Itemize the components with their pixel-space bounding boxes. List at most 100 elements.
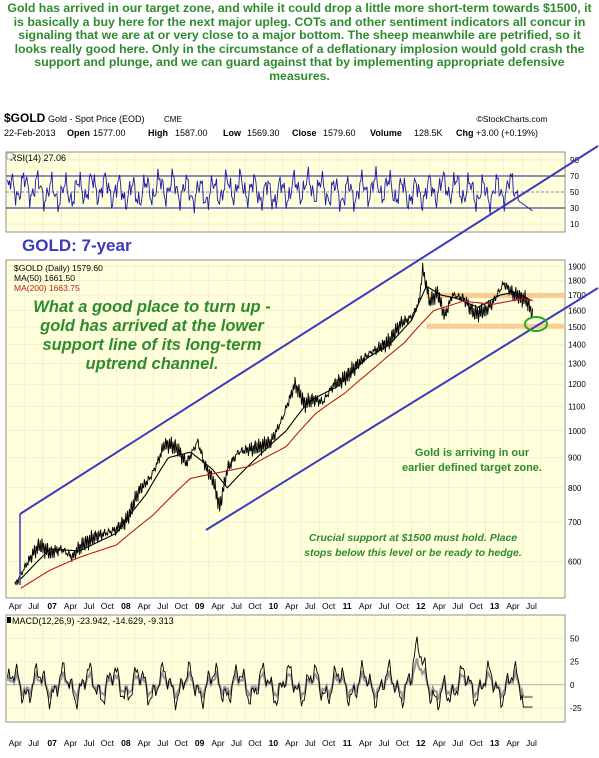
price-tick-label: 600 bbox=[568, 557, 582, 566]
price-tick-label: 1500 bbox=[568, 323, 586, 332]
rsi-line bbox=[7, 166, 533, 215]
x-tick-label: Apr bbox=[138, 601, 151, 611]
x-tick-label: Apr bbox=[211, 738, 224, 748]
x-tick-label: Jul bbox=[28, 738, 39, 748]
macd-line bbox=[7, 636, 533, 711]
quote-field: Low bbox=[223, 128, 242, 138]
x-tick-label: Oct bbox=[248, 738, 262, 748]
ma200-line bbox=[20, 298, 533, 589]
instrument-name: Gold - Spot Price (EOD) bbox=[48, 114, 145, 124]
x-tick-label: Jul bbox=[157, 601, 168, 611]
x-tick-label: Apr bbox=[9, 601, 22, 611]
x-tick-label: Jul bbox=[379, 601, 390, 611]
quote-field: Open bbox=[67, 128, 90, 138]
x-tick-label: Apr bbox=[285, 601, 298, 611]
x-tick-label: 07 bbox=[47, 601, 57, 611]
annotation-main: support line of its long-term bbox=[42, 336, 261, 354]
x-tick-label: Oct bbox=[322, 738, 336, 748]
source-credit: ©StockCharts.com bbox=[477, 114, 548, 124]
x-tick-label: 09 bbox=[195, 738, 205, 748]
x-tick-label: 11 bbox=[343, 601, 352, 611]
target-zone-upper bbox=[426, 292, 565, 299]
annotation-main: What a good place to turn up - bbox=[33, 298, 271, 316]
quote-date: 22-Feb-2013 bbox=[4, 128, 56, 138]
target-circle bbox=[524, 316, 548, 332]
annotation-target-zone: Gold is arriving in our bbox=[415, 447, 530, 459]
x-tick-label: Apr bbox=[506, 738, 519, 748]
x-tick-label: Jul bbox=[305, 738, 316, 748]
x-tick-label: 12 bbox=[416, 738, 426, 748]
x-tick-label: Oct bbox=[101, 738, 115, 748]
x-tick-label: Oct bbox=[396, 738, 410, 748]
x-tick-label: 07 bbox=[47, 738, 57, 748]
annotation-support: stops below this level or be ready to he… bbox=[304, 547, 522, 559]
price-tick-label: 1100 bbox=[568, 402, 586, 411]
rsi-tick-label: 70 bbox=[570, 172, 579, 181]
x-tick-label: Jul bbox=[452, 601, 463, 611]
price-tick-label: 1300 bbox=[568, 360, 586, 369]
legend-entry: MA(200) 1663.75 bbox=[14, 283, 80, 293]
price-tick-label: 900 bbox=[568, 454, 582, 463]
macd-tick-label: 50 bbox=[570, 634, 579, 643]
x-tick-label: Apr bbox=[64, 601, 77, 611]
price-tick-label: 1400 bbox=[568, 341, 586, 350]
x-tick-label: Apr bbox=[433, 601, 446, 611]
x-tick-label: Apr bbox=[359, 738, 372, 748]
exchange-label: CME bbox=[164, 115, 182, 124]
x-tick-label: 13 bbox=[490, 601, 500, 611]
x-tick-label: Jul bbox=[28, 601, 39, 611]
price-tick-label: 1900 bbox=[568, 263, 586, 272]
x-tick-label: Jul bbox=[305, 601, 316, 611]
x-tick-label: Jul bbox=[231, 738, 242, 748]
x-tick-label: Jul bbox=[526, 601, 537, 611]
x-tick-label: Jul bbox=[452, 738, 463, 748]
price-tick-label: 800 bbox=[568, 484, 582, 493]
x-tick-label: Oct bbox=[175, 601, 189, 611]
price-tick-label: 1000 bbox=[568, 427, 586, 436]
ma50-line bbox=[20, 285, 533, 580]
x-tick-label: 10 bbox=[269, 601, 279, 611]
macd-tick-label: -25 bbox=[570, 704, 582, 713]
x-tick-label: Jul bbox=[157, 738, 168, 748]
symbol-label: $GOLD bbox=[4, 111, 46, 125]
x-tick-label: Oct bbox=[175, 738, 189, 748]
target-zone-lower bbox=[426, 323, 565, 329]
legend-entry: $GOLD (Daily) 1579.60 bbox=[14, 263, 103, 273]
x-tick-label: Jul bbox=[84, 601, 95, 611]
rsi-tick-label: 30 bbox=[570, 204, 579, 213]
x-tick-label: 13 bbox=[490, 738, 500, 748]
x-tick-label: Apr bbox=[433, 738, 446, 748]
rsi-tick-label: 10 bbox=[570, 220, 579, 229]
x-tick-label: 09 bbox=[195, 601, 205, 611]
annotation-main: uptrend channel. bbox=[86, 355, 219, 373]
commentary-text: Gold has arrived in our target zone, and… bbox=[7, 1, 592, 83]
x-tick-label: Jul bbox=[379, 738, 390, 748]
x-tick-label: 12 bbox=[416, 601, 426, 611]
x-tick-label: 08 bbox=[121, 601, 131, 611]
quote-field: 128.5K bbox=[414, 128, 443, 138]
rsi-tick-label: 50 bbox=[570, 188, 579, 197]
rsi-legend-box bbox=[6, 152, 14, 160]
x-tick-label: Apr bbox=[64, 738, 77, 748]
macd-label: MACD(12,26,9) -23.942, -14.629, -9.313 bbox=[12, 616, 174, 626]
x-tick-label: 08 bbox=[121, 738, 131, 748]
chart-title: GOLD: 7-year bbox=[22, 236, 132, 255]
x-tick-label: Oct bbox=[322, 601, 336, 611]
x-tick-label: Jul bbox=[84, 738, 95, 748]
quote-field: 1569.30 bbox=[247, 128, 280, 138]
quote-field: Close bbox=[292, 128, 317, 138]
legend-entry: MA(50) 1661.50 bbox=[14, 273, 75, 283]
x-tick-label: Apr bbox=[506, 601, 519, 611]
gold-price-line bbox=[14, 262, 534, 586]
price-tick-label: 1700 bbox=[568, 291, 586, 300]
price-tick-label: 1600 bbox=[568, 307, 586, 316]
quote-field: 1579.60 bbox=[323, 128, 356, 138]
x-tick-label: Oct bbox=[470, 601, 484, 611]
annotation-main: gold has arrived at the lower bbox=[39, 317, 265, 335]
macd-legend-box bbox=[7, 617, 11, 623]
x-tick-label: 11 bbox=[343, 738, 352, 748]
x-tick-label: Apr bbox=[138, 738, 151, 748]
macd-tick-label: 25 bbox=[570, 658, 579, 667]
